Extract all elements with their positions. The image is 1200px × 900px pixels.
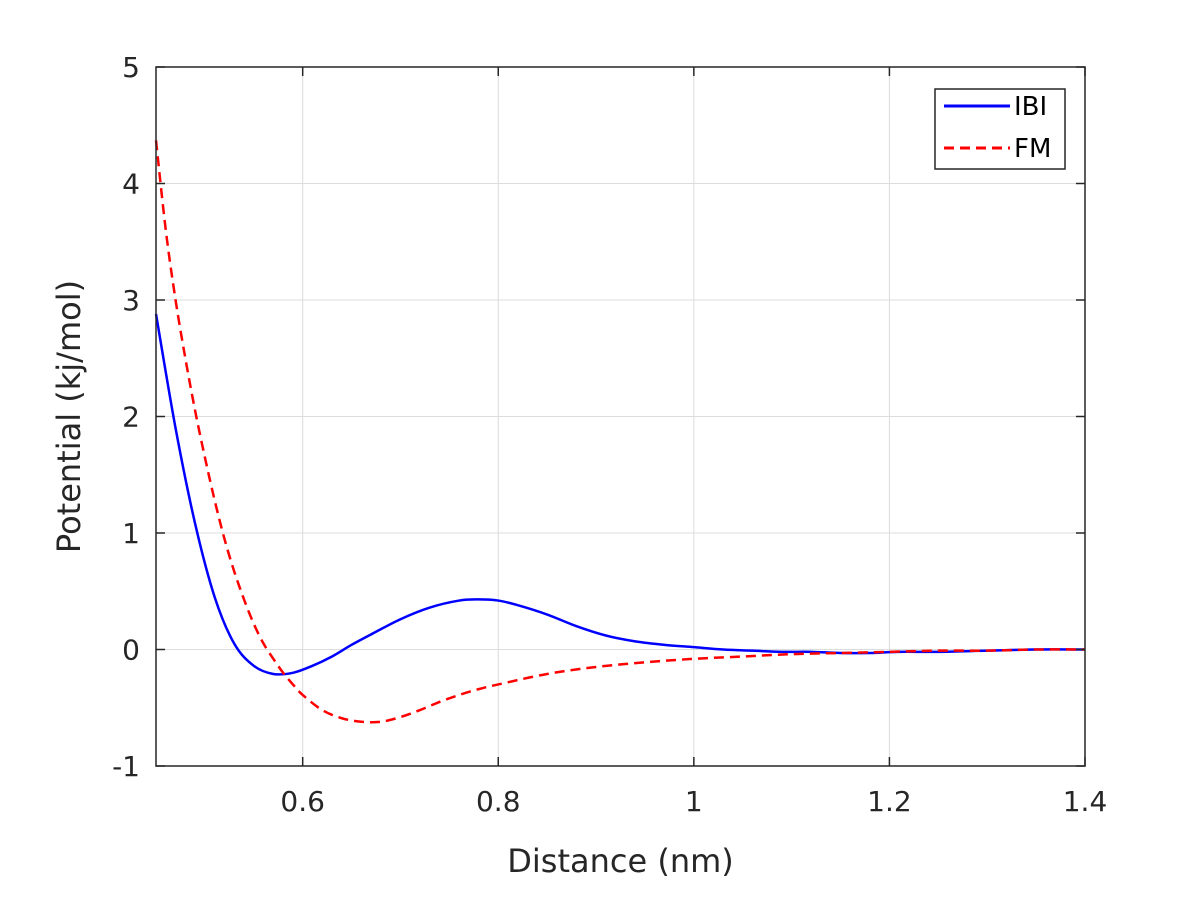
x-axis-title: Distance (nm) (507, 842, 734, 880)
y-tick-label: 0 (122, 634, 140, 667)
axis-ticks (156, 66, 1086, 767)
series-line-fm (154, 140, 1086, 724)
y-tick-label: -1 (112, 750, 140, 783)
legend-label-ibi: IBI (1014, 92, 1047, 122)
x-tick-label: 0.6 (280, 785, 325, 818)
legend-box (934, 88, 1066, 170)
grid-lines (156, 66, 1086, 767)
tick-labels: 0.6 0.8 1 1.2 1.4 -1 0 1 2 3 4 5 (112, 51, 1107, 818)
y-tick-label: 3 (122, 284, 140, 317)
y-axis-title: Potential (kj/mol) (50, 280, 88, 553)
y-tick-label: 1 (122, 517, 140, 550)
x-tick-label: 1.2 (867, 785, 912, 818)
x-tick-label: 1 (685, 785, 703, 818)
legend-label-fm: FM (1014, 134, 1051, 164)
y-tick-label: 4 (122, 168, 140, 201)
legend: IBI FM (934, 88, 1066, 170)
x-tick-label: 1.4 (1063, 785, 1108, 818)
y-tick-label: 5 (122, 51, 140, 84)
x-tick-label: 0.8 (476, 785, 521, 818)
series-lines (154, 140, 1086, 724)
y-tick-label: 2 (122, 401, 140, 434)
